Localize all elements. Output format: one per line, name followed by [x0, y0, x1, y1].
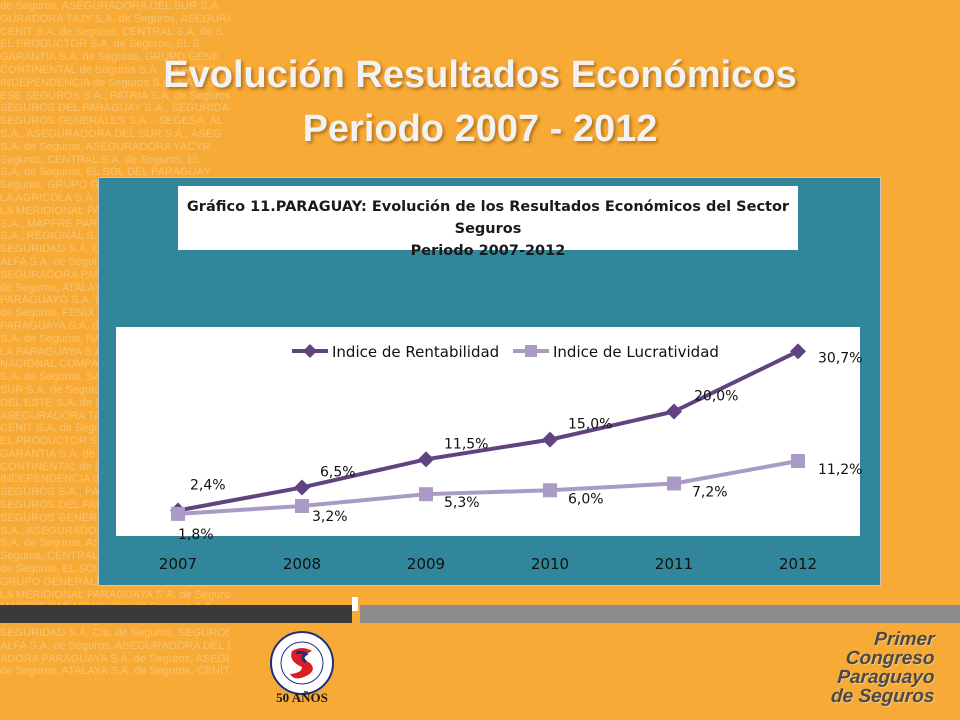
- data-point-lucratividad: [419, 487, 433, 502]
- data-label: 7,2%: [692, 485, 728, 501]
- watermark-line: ESE SEGUROS S.A., PATRIA S.A. de Seguros: [0, 89, 230, 102]
- x-tick-label: 2008: [283, 555, 321, 573]
- data-point-lucratividad: [791, 454, 805, 468]
- footer-gray-bar: [360, 605, 960, 623]
- slide-title-line2: Periodo 2007 - 2012: [302, 108, 658, 150]
- watermark-line: ALFA S.A. de Seguros, ASEGURADORA DEL ES…: [0, 639, 230, 652]
- data-label: 11,2%: [818, 462, 862, 478]
- x-tick-label: 2011: [655, 555, 693, 573]
- congress-line-4: de Seguros: [829, 686, 935, 707]
- watermark-line: SEGURIDAD S.A. Cía. de Seguros, SEGUROS …: [0, 627, 230, 640]
- data-label: 6,0%: [568, 491, 604, 507]
- watermark-line: EL PRODUCTOR S.A. de Seguros, EL S: [0, 38, 200, 51]
- logo-caption: 50 AÑOS: [276, 690, 328, 705]
- watermark-line: INDEPENDENCIA de Seguros S.A., LA MERIDI: [0, 76, 230, 89]
- chart-subtitle: Periodo 2007-2012: [410, 243, 566, 259]
- chart-plot-area: [116, 327, 860, 536]
- congress-line-2: Congreso: [844, 648, 935, 669]
- slide-title-line1: Evolución Resultados Económicos: [163, 54, 797, 96]
- watermark-line: de Seguros, ATALAYA S.A. de Seguros, CEN…: [0, 665, 230, 678]
- data-point-lucratividad: [171, 506, 185, 521]
- series-line-1: [177, 349, 799, 513]
- background-insurer-names-watermark: de Seguros, ASEGURADORA DEL SUR S.A. GURA…: [0, 0, 230, 720]
- watermark-line: CENIT S.A. de Seguros, CENTRAL S.A. de S: [0, 25, 223, 38]
- watermark-line: S.A. de Seguros, ASEGURADORA YACYR: [0, 140, 211, 153]
- data-label: 5,3%: [444, 495, 480, 511]
- watermark-line: GARANTIA S.A. de Seguros, GRUPO GENE: [0, 51, 220, 64]
- congress-logo-text: Primer Congreso Paraguayo de Seguros: [829, 629, 935, 707]
- watermark-line: de Seguros, ASEGURADORA DEL SUR S.A.: [0, 0, 221, 12]
- congress-line-3: Paraguayo: [836, 667, 935, 688]
- data-label: 11,5%: [444, 436, 488, 452]
- watermark-line: LA MERIDIONAL PARAGUAYA S.A. de Seguros: [0, 588, 230, 601]
- congress-line-1: Primer: [873, 629, 935, 650]
- x-tick-label: 2009: [407, 555, 445, 573]
- watermark-line: SEGUROS DEL PARAGUAY S.A., SEGURIDAD: [0, 102, 230, 115]
- watermark-line: CONTINENTAL de Seguros S.A., LA AGRICOLA: [0, 63, 230, 76]
- data-point-lucratividad: [543, 483, 557, 498]
- legend-marker: [303, 344, 317, 358]
- x-tick-label: 2007: [159, 555, 197, 573]
- x-tick-label: 2010: [531, 555, 569, 573]
- data-label: 1,8%: [178, 527, 214, 543]
- data-point-lucratividad: [295, 499, 309, 513]
- watermark-line: S.A. de Seguros, EL SOL DEL PARAGUAY: [0, 166, 211, 179]
- chart-title: Gráfico 11.PARAGUAY: Evolución de los Re…: [186, 199, 790, 237]
- footer-bar-marker: [352, 597, 358, 611]
- data-point-rentabilidad: [418, 451, 434, 468]
- watermark-line: GURADORA TAJY S.A. de Seguros, ASEGURAD: [0, 12, 230, 25]
- data-point-rentabilidad: [666, 403, 682, 420]
- association-seal-logo: [270, 631, 334, 695]
- data-label: 2,4%: [190, 478, 226, 494]
- watermark-line: S.A., ASEGURADORA DEL SUR S.A., ASEG: [0, 127, 222, 140]
- x-tick-label: 2012: [779, 555, 817, 573]
- data-point-lucratividad: [667, 476, 681, 491]
- legend-label: Indice de Lucratividad: [553, 343, 719, 361]
- legend-label: Indice de Rentabilidad: [332, 343, 499, 361]
- footer-dark-bar: [0, 605, 352, 623]
- data-point-rentabilidad: [294, 479, 310, 496]
- data-label: 20,0%: [694, 389, 738, 405]
- chart-title-box: Gráfico 11.PARAGUAY: Evolución de los Re…: [178, 186, 798, 259]
- data-point-rentabilidad: [790, 343, 806, 360]
- data-label: 3,2%: [312, 509, 348, 525]
- data-label: 15,0%: [568, 417, 612, 433]
- watermark-line: ADORA PARAGUAYA S.A. de Seguros, ASEGURA…: [0, 652, 230, 665]
- data-point-rentabilidad: [542, 431, 558, 448]
- watermark-line: SEGUROS GENERALES S.A. - SEGESA, AL: [0, 115, 224, 128]
- series-line-2: [177, 459, 799, 516]
- watermark-line: Seguros, CENTRAL S.A. de Seguros, EL: [0, 153, 201, 166]
- data-label: 30,7%: [818, 350, 862, 366]
- data-label: 6,5%: [320, 464, 356, 480]
- legend-marker: [525, 345, 537, 357]
